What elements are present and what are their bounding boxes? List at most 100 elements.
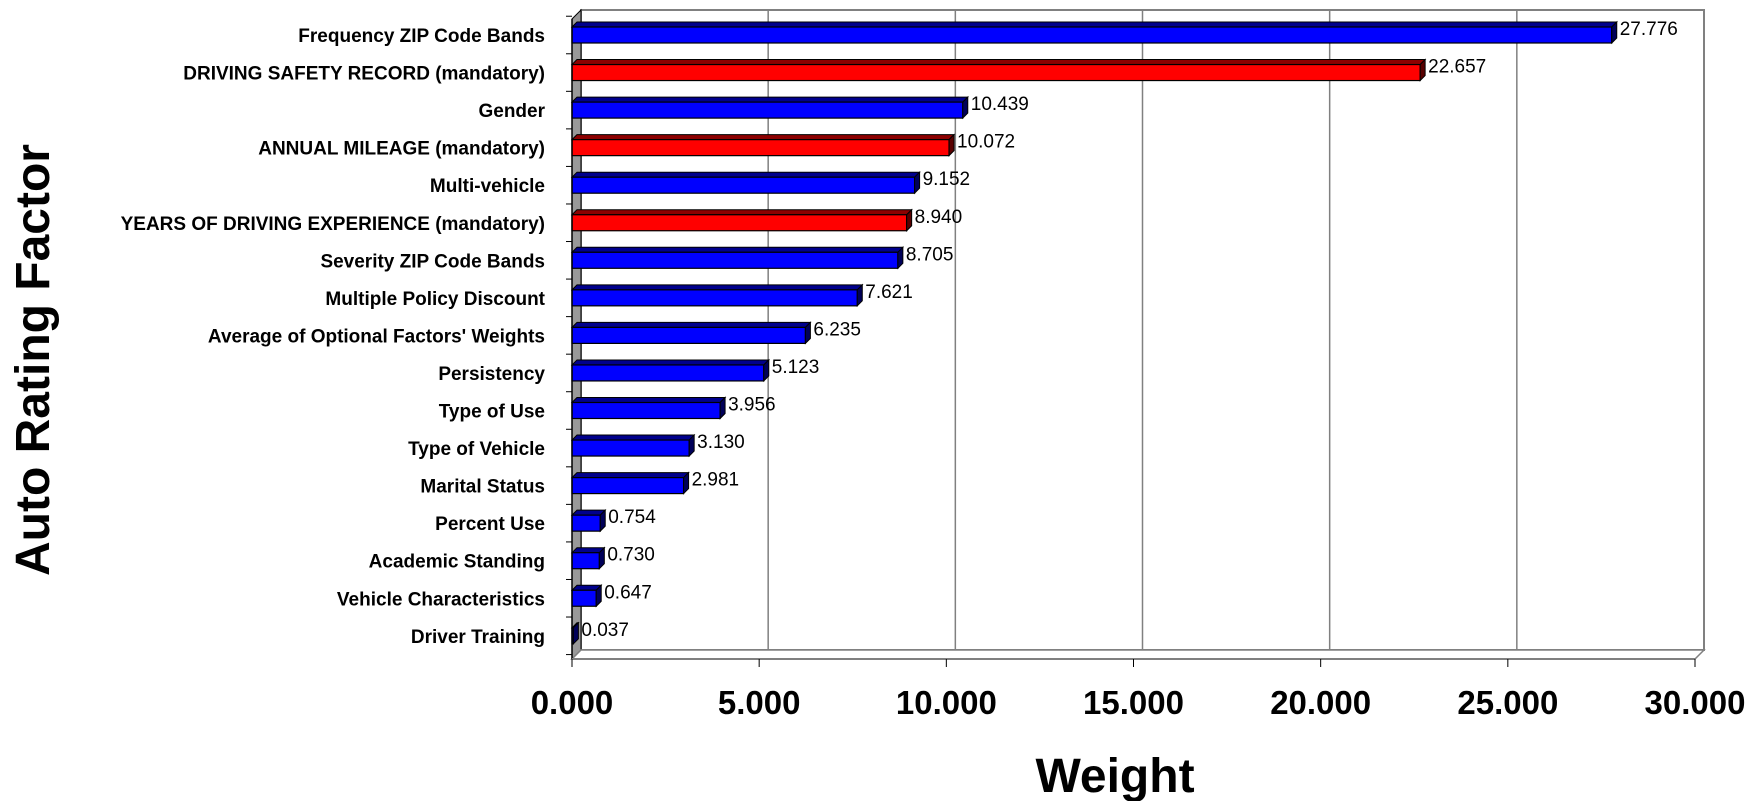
- bar-end: [856, 283, 863, 308]
- bar-end: [763, 358, 770, 383]
- data-label: 10.072: [957, 132, 1015, 153]
- data-label: 0.730: [607, 545, 655, 566]
- data-label: 5.123: [772, 357, 820, 378]
- category-label: Percent Use: [435, 514, 545, 535]
- bar: [570, 283, 864, 308]
- data-label: 3.130: [697, 432, 745, 453]
- bar-front: [571, 477, 685, 495]
- bar-end: [1419, 58, 1426, 82]
- bar: [570, 321, 812, 345]
- category-label: DRIVING SAFETY RECORD (mandatory): [183, 64, 545, 85]
- bar-end: [962, 95, 969, 120]
- category-label: Average of Optional Factors' Weights: [208, 326, 545, 347]
- bar-end: [897, 246, 904, 270]
- bar-top: [570, 171, 921, 178]
- bars: [570, 20, 1618, 646]
- data-label: 0.647: [604, 582, 652, 603]
- bar-top: [570, 21, 1618, 28]
- bar-front: [571, 289, 858, 307]
- data-label: 3.956: [728, 395, 776, 416]
- y-axis-title: Auto Rating Factor: [7, 144, 60, 576]
- bar-front: [571, 589, 597, 607]
- category-label: Severity ZIP Code Bands: [320, 251, 545, 272]
- bar-front: [571, 101, 964, 119]
- bar-top: [570, 246, 905, 253]
- bar-front: [571, 552, 600, 570]
- x-tick-label: 20.000: [1270, 684, 1371, 721]
- data-label: 22.657: [1428, 57, 1486, 78]
- category-label: Frequency ZIP Code Bands: [298, 26, 545, 47]
- floor: [570, 649, 1706, 660]
- bar-top: [570, 359, 770, 366]
- category-label: Multi-vehicle: [430, 176, 545, 197]
- value-labels: 27.776 22.657 10.439 10.072 9.152 8.940 8.705 7…: [581, 19, 1677, 641]
- bar-top: [570, 59, 1427, 66]
- bar: [570, 546, 606, 570]
- bar-end: [688, 433, 695, 458]
- x-tick-label: 5.000: [718, 684, 801, 721]
- x-tick-label: 10.000: [896, 684, 997, 721]
- data-label: 9.152: [923, 169, 971, 190]
- bar-front: [571, 63, 1421, 82]
- bar-end: [948, 133, 955, 157]
- bar: [570, 358, 770, 383]
- x-tick-label: 0.000: [531, 684, 614, 721]
- bar: [570, 170, 921, 195]
- bar-end: [1611, 20, 1618, 45]
- bar: [570, 20, 1618, 45]
- bar: [570, 584, 603, 608]
- data-label: 0.037: [581, 620, 629, 641]
- category-label: Gender: [478, 101, 545, 122]
- x-axis: 0.000 5.000 10.000 15.000 20.000 25.000 30.000: [531, 15, 1745, 721]
- data-label: 8.940: [915, 207, 963, 228]
- category-label: Driver Training: [411, 627, 545, 648]
- data-label: 27.776: [1620, 19, 1678, 40]
- data-label: 0.754: [608, 507, 656, 528]
- bar-end: [719, 396, 726, 420]
- bar-front: [571, 251, 899, 269]
- bar-end: [595, 584, 602, 608]
- bar: [570, 396, 727, 420]
- bar-front: [571, 401, 721, 420]
- category-label: YEARS OF DRIVING EXPERIENCE (mandatory): [121, 214, 545, 235]
- bar: [570, 508, 607, 533]
- category-label: Vehicle Characteristics: [337, 589, 545, 610]
- bar: [570, 133, 956, 157]
- bar-top: [570, 397, 727, 403]
- bar-end: [906, 208, 913, 232]
- bar-front: [571, 214, 908, 232]
- data-label: 2.981: [692, 470, 740, 491]
- bar-top: [570, 134, 956, 141]
- bar-top: [570, 434, 696, 441]
- bar: [570, 246, 905, 270]
- bar-front: [571, 176, 916, 194]
- bar-top: [570, 96, 969, 103]
- bar-end: [598, 546, 605, 570]
- bar-top: [570, 284, 864, 291]
- bar-end: [804, 321, 811, 345]
- bar: [570, 58, 1427, 82]
- bar: [570, 471, 690, 495]
- data-label: 6.235: [813, 319, 861, 340]
- x-tick-label: 25.000: [1457, 684, 1558, 721]
- bar: [570, 433, 696, 458]
- x-axis-title: Weight: [1035, 750, 1194, 801]
- bar: [570, 208, 913, 232]
- bar-end: [572, 621, 579, 646]
- bar-top: [570, 509, 607, 516]
- bar-top: [570, 321, 812, 328]
- bar-front: [571, 514, 601, 532]
- bar-top: [570, 472, 690, 479]
- data-label: 7.621: [865, 282, 913, 303]
- category-label: ANNUAL MILEAGE (mandatory): [258, 139, 545, 160]
- category-label: Academic Standing: [369, 552, 545, 573]
- bar-front: [571, 364, 765, 382]
- category-label: Type of Vehicle: [408, 439, 545, 460]
- data-label: 10.439: [971, 94, 1029, 115]
- bar-end: [683, 471, 690, 495]
- data-label: 8.705: [906, 244, 954, 265]
- bar-end: [914, 170, 921, 195]
- bar-front: [571, 26, 1613, 44]
